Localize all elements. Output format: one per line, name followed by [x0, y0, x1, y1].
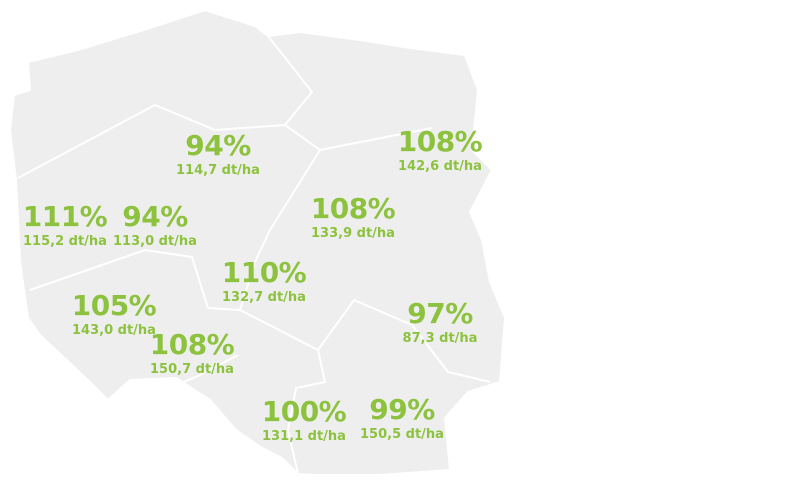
region-label-lodzkie: 110% 132,7 dt/ha [214, 257, 314, 307]
region-borders [17, 35, 491, 475]
region-yield: 142,6 dt/ha [398, 159, 482, 174]
region-yield: 87,3 dt/ha [402, 331, 478, 346]
region-label-mazowsze: 108% 133,9 dt/ha [303, 193, 403, 243]
region-label-kujawsko: 94% 113,0 dt/ha [105, 201, 205, 251]
region-label-north-east: 108% 142,6 dt/ha [390, 126, 490, 176]
region-percent: 110% [221, 256, 307, 289]
region-label-east: 97% 87,3 dt/ha [390, 298, 490, 348]
region-percent: 105% [71, 289, 157, 322]
region-yield: 150,7 dt/ha [150, 362, 234, 377]
region-label-south-west: 105% 143,0 dt/ha [64, 290, 164, 340]
region-yield: 114,7 dt/ha [176, 163, 260, 178]
region-percent: 111% [22, 200, 108, 233]
region-percent: 108% [149, 328, 235, 361]
region-yield: 143,0 dt/ha [72, 323, 156, 338]
region-percent: 94% [185, 129, 251, 162]
region-yield: 133,9 dt/ha [311, 226, 395, 241]
country-outline [8, 8, 507, 476]
region-percent: 94% [122, 200, 188, 233]
region-yield: 113,0 dt/ha [113, 234, 197, 249]
region-yield: 115,2 dt/ha [23, 234, 107, 249]
region-label-south-east: 99% 150,5 dt/ha [352, 394, 452, 444]
region-label-opolskie: 108% 150,7 dt/ha [142, 329, 242, 379]
region-label-pomorskie: 94% 114,7 dt/ha [168, 130, 268, 180]
region-percent: 108% [310, 192, 396, 225]
region-yield: 132,7 dt/ha [222, 290, 306, 305]
region-yield: 150,5 dt/ha [360, 427, 444, 442]
region-percent: 97% [407, 297, 473, 330]
region-label-west: 111% 115,2 dt/ha [15, 201, 115, 251]
region-percent: 99% [369, 393, 435, 426]
region-label-slask: 100% 131,1 dt/ha [254, 396, 354, 446]
region-percent: 100% [261, 395, 347, 428]
region-percent: 108% [397, 125, 483, 158]
region-yield: 131,1 dt/ha [262, 429, 346, 444]
